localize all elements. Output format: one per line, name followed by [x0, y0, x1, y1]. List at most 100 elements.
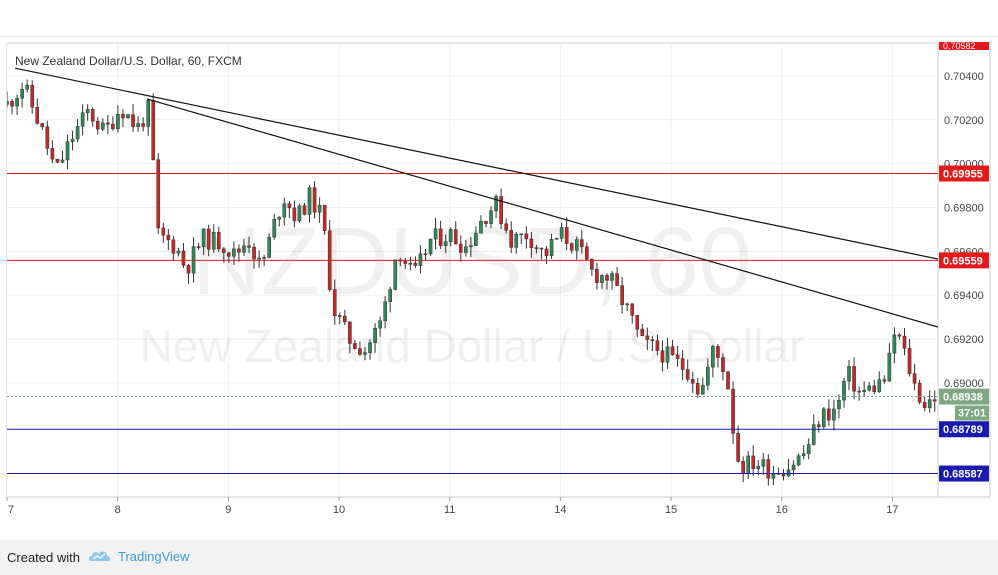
candle: [25, 79, 29, 93]
candle: [625, 302, 629, 311]
candle: [902, 328, 907, 356]
candle: [695, 378, 700, 398]
candle: [232, 241, 236, 265]
candle: [499, 188, 503, 230]
x-tick-label: 14: [554, 504, 566, 516]
watermark-ticker: NZDUSD, 60: [192, 208, 752, 315]
countdown-tag: [955, 405, 989, 421]
candle: [20, 82, 24, 108]
candle: [786, 458, 791, 478]
candle: [847, 360, 851, 391]
candle: [640, 323, 645, 337]
candle: [211, 224, 216, 253]
x-tick-label: 7: [8, 504, 14, 516]
candle: [690, 371, 695, 393]
candle: [474, 226, 478, 246]
candle: [852, 357, 856, 400]
trendline[interactable]: [146, 98, 938, 328]
candle: [70, 130, 75, 151]
x-tick-label: 10: [333, 504, 345, 516]
level-price-label: 0.69955: [943, 168, 983, 180]
candle: [418, 245, 423, 274]
candle: [635, 314, 640, 338]
candle: [781, 468, 786, 481]
candle: [35, 98, 40, 125]
candle: [680, 350, 685, 381]
candle: [514, 232, 519, 254]
candle: [877, 371, 882, 393]
candle: [494, 194, 498, 219]
candle: [892, 327, 897, 364]
tradingview-link[interactable]: TradingView: [88, 548, 190, 564]
x-tick-label: 8: [115, 504, 121, 516]
candle: [297, 203, 302, 223]
plot-area[interactable]: [6, 42, 939, 498]
level-price-tag: [939, 421, 989, 438]
candle: [554, 237, 559, 240]
candle: [867, 381, 872, 392]
candle: [509, 221, 514, 254]
level-price-label: 0.68789: [943, 424, 983, 436]
candle: [317, 197, 322, 223]
candle: [85, 104, 90, 121]
level-price-label: 0.69559: [943, 255, 983, 267]
y-tick-label: 0.70200: [944, 115, 984, 127]
candle: [181, 243, 186, 269]
candle: [272, 213, 277, 240]
x-tick-label: 16: [776, 504, 788, 516]
candle: [307, 185, 312, 223]
y-tick-label: 0.69800: [944, 202, 984, 214]
candle: [40, 122, 45, 131]
candle: [882, 375, 887, 384]
top-price-tag: [939, 42, 989, 50]
current-price-tag: [939, 388, 989, 405]
candle: [837, 394, 841, 419]
candle: [917, 379, 922, 405]
candle: [897, 333, 902, 340]
candle: [827, 399, 831, 426]
candle: [252, 243, 256, 269]
trendline[interactable]: [15, 67, 938, 260]
candle: [242, 238, 246, 257]
x-tick-label: 9: [225, 504, 231, 516]
candle: [428, 238, 433, 257]
candle: [675, 345, 680, 367]
level-price-tag: [939, 252, 989, 269]
chart-canvas[interactable]: NZDUSD, 60 New Zealand Dollar / U.S. Dol…: [0, 36, 998, 540]
candle: [932, 390, 937, 412]
candle: [862, 381, 866, 398]
candle: [574, 236, 579, 260]
candle: [756, 459, 761, 476]
candle: [832, 399, 836, 431]
candle: [544, 245, 549, 264]
candle: [524, 226, 529, 249]
candle: [579, 229, 584, 254]
candle: [348, 320, 352, 354]
candle: [539, 247, 544, 260]
candle: [590, 257, 594, 276]
candle: [605, 273, 609, 290]
candle: [176, 247, 181, 257]
candle: [257, 250, 261, 268]
candle: [716, 344, 720, 368]
footer: Created with TradingView: [0, 540, 998, 575]
candle: [45, 120, 50, 155]
candle: [564, 216, 569, 251]
candle: [408, 256, 413, 271]
y-tick-label: 0.69200: [944, 334, 984, 346]
candle: [907, 339, 912, 377]
candle: [302, 203, 307, 216]
candle: [464, 239, 468, 257]
candle: [645, 327, 650, 350]
candle: [161, 222, 166, 243]
candle: [126, 114, 130, 119]
candle: [700, 377, 705, 395]
candle: [201, 228, 206, 256]
candle: [292, 200, 297, 228]
candle: [766, 454, 771, 486]
candle: [519, 233, 524, 245]
candle: [453, 221, 458, 245]
candle: [378, 316, 382, 338]
level-price-tag: [939, 165, 989, 182]
candle: [131, 103, 135, 132]
